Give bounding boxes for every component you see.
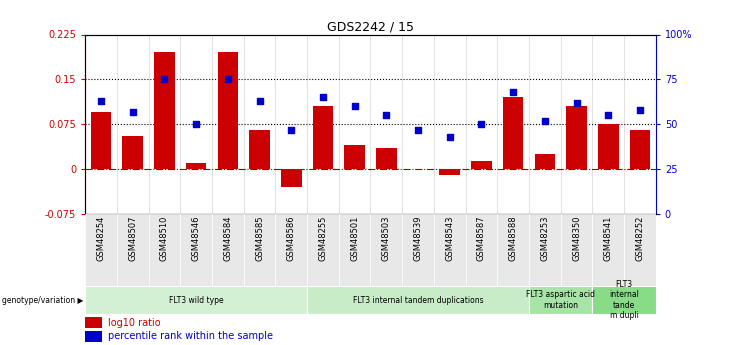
Bar — [529, 286, 592, 314]
Point — [253, 98, 265, 104]
Point — [571, 100, 582, 106]
Point — [285, 127, 297, 132]
Bar — [90, 112, 111, 169]
Bar — [345, 145, 365, 169]
Bar — [503, 97, 523, 169]
Bar — [149, 214, 180, 286]
Text: FLT3 aspartic acid
mutation: FLT3 aspartic acid mutation — [526, 290, 595, 310]
Point — [602, 112, 614, 118]
Text: GSM48584: GSM48584 — [223, 215, 233, 261]
Text: GSM48543: GSM48543 — [445, 215, 454, 261]
Bar — [630, 130, 651, 169]
Point — [412, 127, 424, 132]
Bar — [85, 331, 102, 342]
Point — [127, 109, 139, 115]
Text: GSM48253: GSM48253 — [540, 215, 549, 261]
Bar — [471, 161, 492, 169]
Text: GSM48501: GSM48501 — [350, 215, 359, 261]
Bar — [244, 214, 276, 286]
Text: log10 ratio: log10 ratio — [108, 318, 161, 328]
Bar — [85, 286, 307, 314]
Bar — [439, 169, 460, 175]
Bar — [313, 106, 333, 169]
Point — [634, 107, 646, 112]
Bar — [598, 124, 619, 169]
Bar — [307, 214, 339, 286]
Text: GSM48541: GSM48541 — [604, 215, 613, 261]
Bar — [592, 286, 656, 314]
Text: GSM48510: GSM48510 — [160, 215, 169, 261]
Point — [190, 121, 202, 127]
Point — [444, 134, 456, 139]
Point — [476, 121, 488, 127]
Bar — [434, 214, 465, 286]
Bar — [402, 214, 434, 286]
Bar — [376, 148, 396, 169]
Bar — [218, 52, 238, 169]
Bar — [212, 214, 244, 286]
Point — [349, 104, 361, 109]
Bar — [592, 214, 624, 286]
Bar — [561, 214, 592, 286]
Text: GSM48254: GSM48254 — [96, 215, 105, 261]
Text: GSM48255: GSM48255 — [319, 215, 328, 261]
Bar — [249, 130, 270, 169]
Text: FLT3 wild type: FLT3 wild type — [169, 296, 224, 305]
Text: GSM48539: GSM48539 — [413, 215, 422, 261]
Bar — [624, 214, 656, 286]
Text: GSM48585: GSM48585 — [255, 215, 264, 261]
Point — [539, 118, 551, 124]
Point — [222, 77, 233, 82]
Bar — [276, 214, 307, 286]
Bar — [281, 169, 302, 187]
Bar — [370, 214, 402, 286]
Bar — [465, 214, 497, 286]
Text: GSM48503: GSM48503 — [382, 215, 391, 261]
Bar — [180, 214, 212, 286]
Text: GSM48586: GSM48586 — [287, 215, 296, 261]
Point — [317, 95, 329, 100]
Text: FLT3
internal
tande
m dupli: FLT3 internal tande m dupli — [609, 280, 639, 320]
Bar — [339, 214, 370, 286]
Point — [380, 112, 392, 118]
Bar — [534, 154, 555, 169]
Point — [159, 77, 170, 82]
Bar — [186, 163, 207, 169]
Text: GSM48507: GSM48507 — [128, 215, 137, 261]
Bar — [529, 214, 561, 286]
Bar — [154, 52, 175, 169]
Text: GSM48252: GSM48252 — [636, 215, 645, 261]
Text: GSM48587: GSM48587 — [477, 215, 486, 261]
Bar — [85, 317, 102, 328]
Bar — [85, 214, 117, 286]
Text: percentile rank within the sample: percentile rank within the sample — [108, 331, 273, 341]
Bar — [122, 136, 143, 169]
Point — [507, 89, 519, 95]
Bar — [117, 214, 149, 286]
Bar — [566, 106, 587, 169]
Text: FLT3 internal tandem duplications: FLT3 internal tandem duplications — [353, 296, 483, 305]
Text: GSM48588: GSM48588 — [508, 215, 518, 261]
Title: GDS2242 / 15: GDS2242 / 15 — [327, 20, 414, 33]
Point — [95, 98, 107, 104]
Text: genotype/variation ▶: genotype/variation ▶ — [1, 296, 83, 305]
Bar — [307, 286, 529, 314]
Text: GSM48546: GSM48546 — [192, 215, 201, 261]
Text: GSM48350: GSM48350 — [572, 215, 581, 261]
Bar — [497, 214, 529, 286]
